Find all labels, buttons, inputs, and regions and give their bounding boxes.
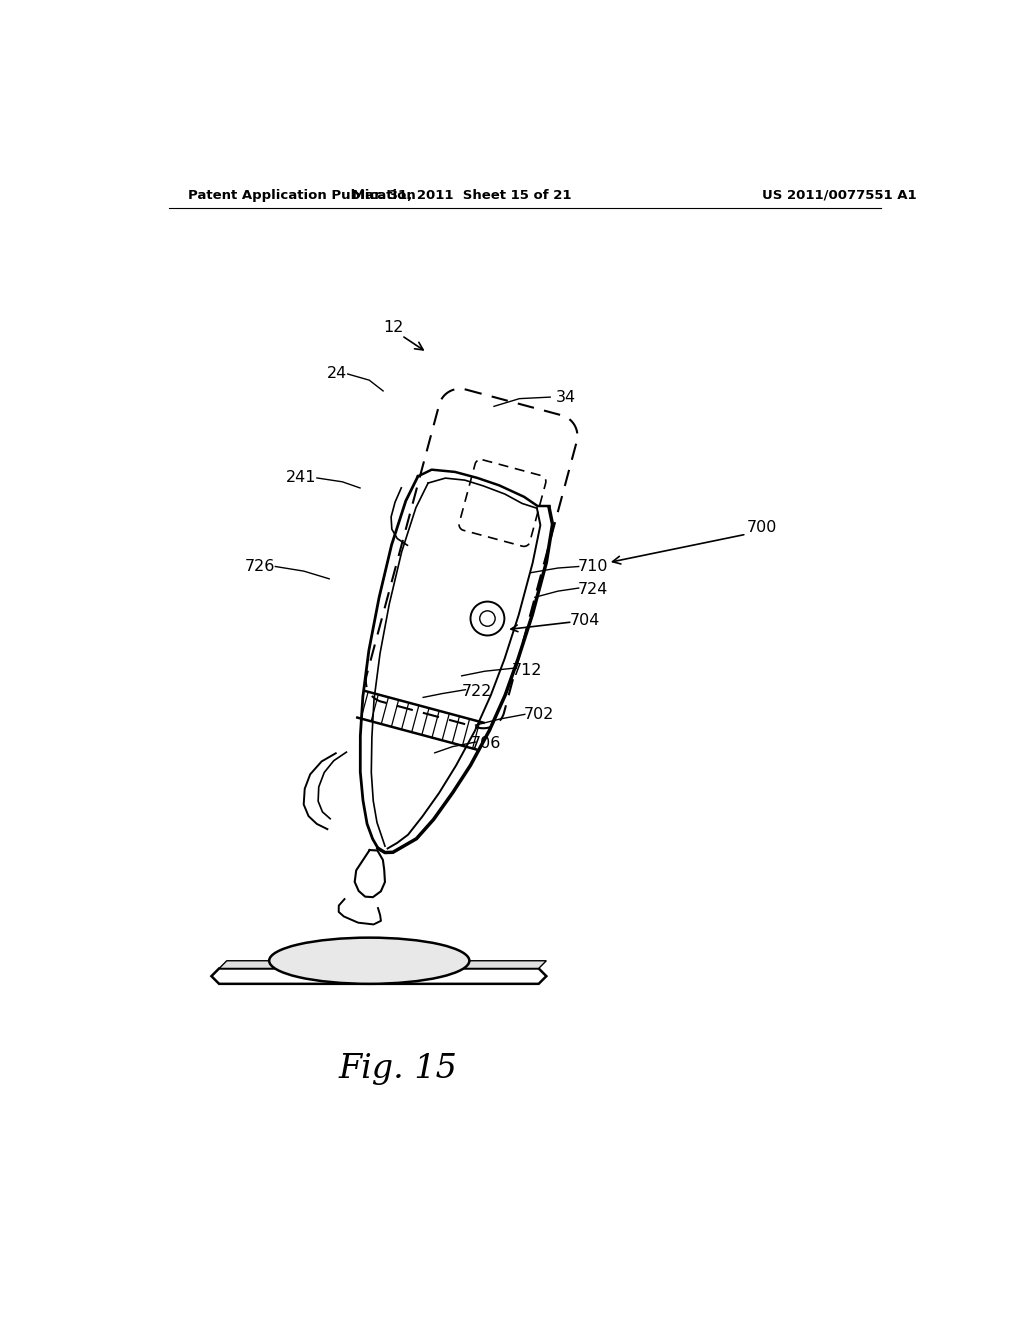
Text: 704: 704 — [569, 612, 600, 628]
Text: 724: 724 — [578, 582, 608, 597]
Text: 24: 24 — [327, 367, 347, 381]
Text: 700: 700 — [746, 520, 777, 536]
Text: 722: 722 — [462, 684, 493, 698]
Text: 706: 706 — [471, 737, 502, 751]
Text: Patent Application Publication: Patent Application Publication — [188, 189, 416, 202]
Text: Mar. 31, 2011  Sheet 15 of 21: Mar. 31, 2011 Sheet 15 of 21 — [352, 189, 571, 202]
Text: 710: 710 — [578, 558, 608, 574]
Text: 241: 241 — [287, 470, 316, 486]
Text: 12: 12 — [384, 321, 404, 335]
Text: Fig. 15: Fig. 15 — [339, 1052, 458, 1085]
Text: 712: 712 — [512, 663, 543, 678]
Text: US 2011/0077551 A1: US 2011/0077551 A1 — [762, 189, 916, 202]
Text: 702: 702 — [523, 706, 554, 722]
Ellipse shape — [269, 937, 469, 983]
Polygon shape — [211, 969, 547, 983]
Polygon shape — [219, 961, 547, 969]
Text: 726: 726 — [245, 558, 275, 574]
Text: 34: 34 — [556, 389, 575, 405]
